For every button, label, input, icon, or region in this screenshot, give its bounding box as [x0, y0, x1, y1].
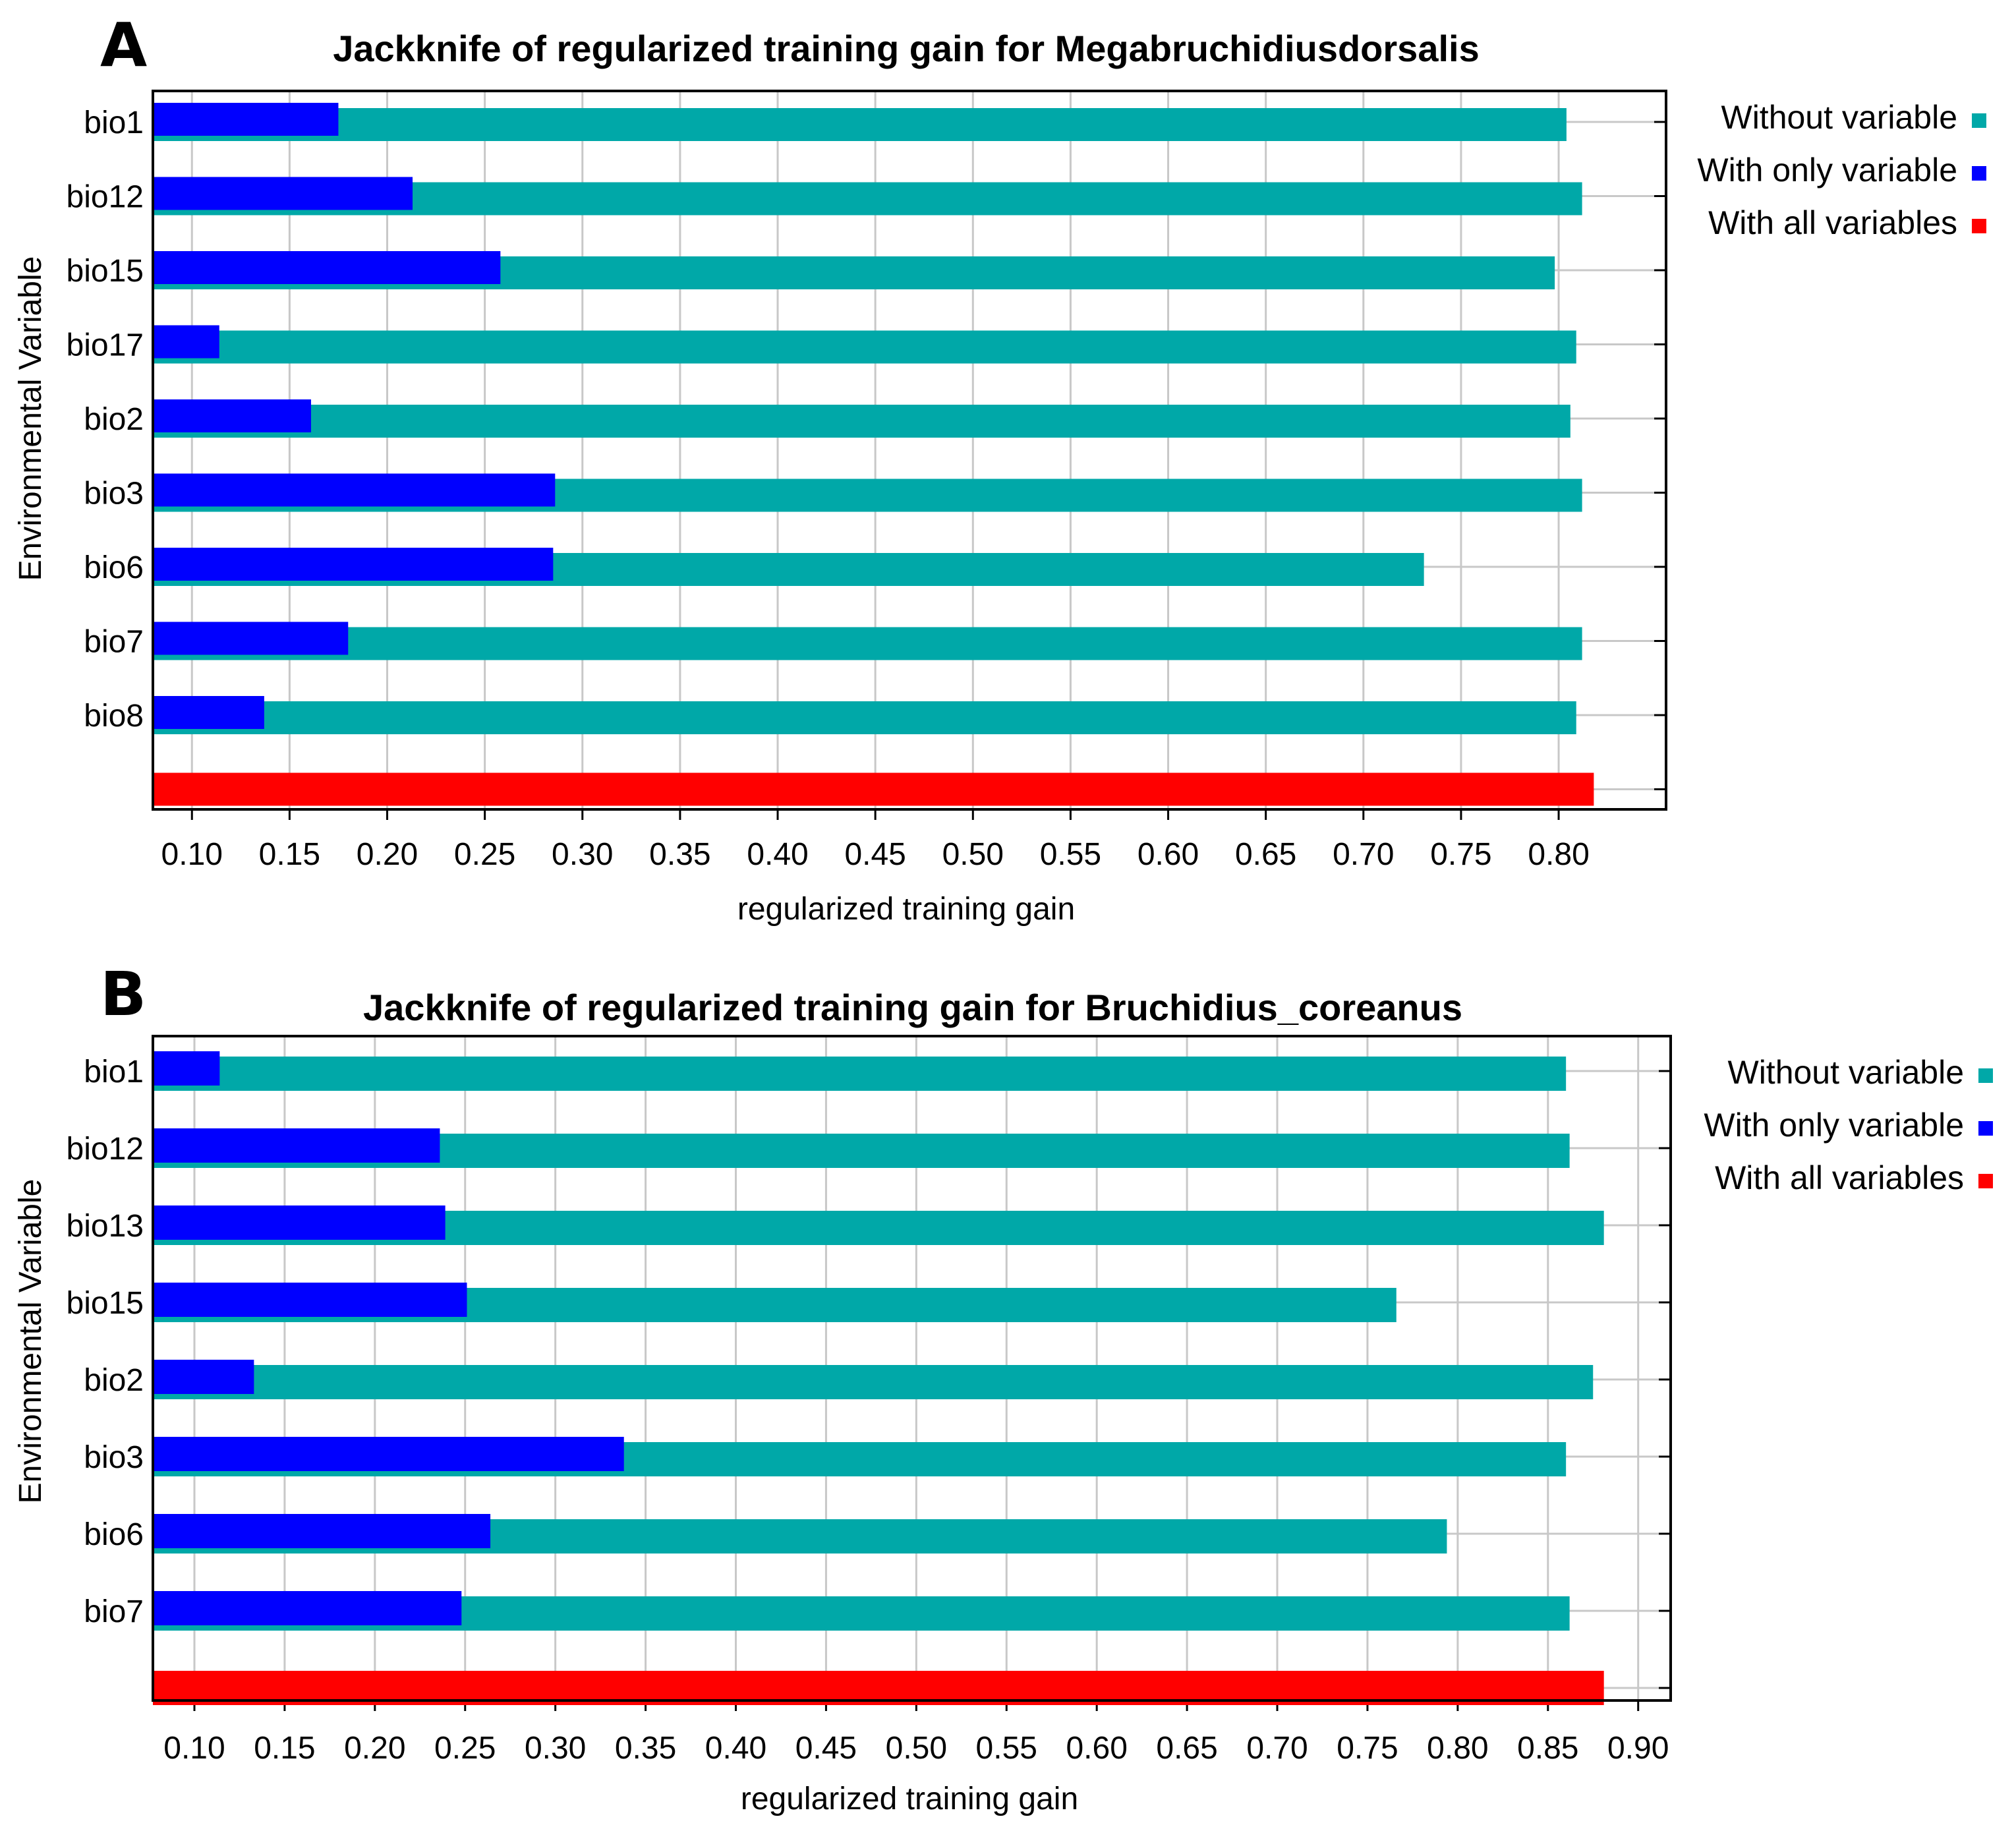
- y-tick-label: bio2: [84, 1363, 144, 1398]
- bar-only-bio6: [153, 548, 554, 581]
- bar-only-bio7: [153, 622, 349, 655]
- x-tick-label: 0.60: [1138, 837, 1199, 872]
- legend-label-all-a: With all variables: [1708, 204, 1957, 241]
- chart-title-a: Jackknife of regularized training gain f…: [333, 28, 1479, 69]
- bar-without-bio7: [153, 627, 1582, 660]
- y-tick-label: bio7: [84, 625, 144, 660]
- y-tick-label: bio3: [84, 477, 144, 511]
- legend-label-only-a: With only variable: [1697, 152, 1957, 189]
- bar-only-bio6: [153, 1514, 491, 1548]
- legend-swatch-only: [1978, 1121, 1993, 1136]
- x-tick-label: 0.20: [357, 837, 418, 872]
- panel-letter-b: B: [100, 959, 146, 1030]
- y-tick-label: bio15: [67, 1286, 144, 1321]
- legend-label-all-b: With all variables: [1715, 1159, 1964, 1196]
- bar-only-bio3: [153, 473, 556, 507]
- plot-frame: [152, 1035, 1672, 1702]
- x-tick-label: 0.15: [259, 837, 320, 872]
- x-tick-label: 0.20: [344, 1731, 405, 1766]
- x-tick-label: 0.75: [1337, 1731, 1398, 1766]
- x-tick-label: 0.30: [525, 1731, 586, 1766]
- x-axis-label-b: regularized training gain: [741, 1782, 1078, 1816]
- bar-only-bio7: [153, 1591, 462, 1625]
- bar-only-bio15: [153, 1283, 467, 1317]
- legend-swatch-only: [1972, 166, 1986, 181]
- bar-only-bio12: [153, 177, 413, 210]
- y-axis-label-a: Environmental Variable: [13, 256, 48, 581]
- legend-label-without-a: Without variable: [1721, 99, 1958, 136]
- x-tick-label: 0.80: [1528, 837, 1589, 872]
- y-tick-label: bio7: [84, 1594, 144, 1629]
- x-tick-label: 0.30: [552, 837, 613, 872]
- y-axis-label-b: Environmental Variable: [13, 1179, 48, 1504]
- plot-area-b: 0.10 0.15 0.20 0.25 0.30 0.35 0.40 0.45 0.50 0.55…: [67, 1035, 1993, 1766]
- y-tick-label: bio17: [67, 328, 144, 363]
- legend-swatch-all: [1978, 1174, 1993, 1188]
- bar-only-bio2: [153, 399, 311, 432]
- y-tick-label: bio6: [84, 1517, 144, 1552]
- x-tick-label: 0.25: [454, 837, 515, 872]
- bar-without-bio1: [153, 108, 1567, 141]
- y-tick-label: bio3: [84, 1440, 144, 1475]
- chart-title-b: Jackknife of regularized training gain f…: [363, 987, 1462, 1028]
- bar-only-bio12: [153, 1128, 440, 1163]
- bar-only-bio15: [153, 251, 501, 284]
- x-tick-label: 0.10: [163, 1731, 225, 1766]
- bar-only-bio2: [153, 1360, 254, 1394]
- plot-frame: [152, 90, 1667, 811]
- x-tick-label: 0.50: [942, 837, 1004, 872]
- x-tick-label: 0.15: [254, 1731, 315, 1766]
- bar-only-bio13: [153, 1205, 446, 1240]
- legend-swatch-without: [1978, 1068, 1993, 1083]
- legend-label-without-b: Without variable: [1728, 1054, 1965, 1091]
- bar-only-bio3: [153, 1437, 624, 1471]
- bar-only-bio8: [153, 696, 264, 729]
- x-tick-label: 0.40: [747, 837, 808, 872]
- x-tick-label: 0.75: [1430, 837, 1491, 872]
- x-tick-label: 0.80: [1427, 1731, 1488, 1766]
- x-tick-label: 0.65: [1156, 1731, 1217, 1766]
- x-tick-label: 0.25: [434, 1731, 496, 1766]
- panel-letter-a: A: [100, 10, 147, 80]
- bar-without-bio17: [153, 330, 1576, 364]
- x-tick-label: 0.55: [976, 1731, 1037, 1766]
- x-tick-label: 0.10: [161, 837, 223, 872]
- x-axis-label-a: regularized training gain: [737, 892, 1075, 927]
- bar-without-bio1: [153, 1057, 1567, 1091]
- x-tick-label: 0.45: [795, 1731, 857, 1766]
- bar-without-bio2: [153, 1365, 1594, 1399]
- y-tick-label: bio12: [67, 1132, 144, 1167]
- y-tick-label: bio8: [84, 699, 144, 734]
- plot-area-a: 0.10 0.15 0.20 0.25 0.30 0.35 0.40 0.45 0.50 0.55…: [67, 90, 1986, 872]
- y-tick-label: bio15: [67, 254, 144, 289]
- y-tick-label: bio2: [84, 402, 144, 437]
- bar-only-bio1: [153, 103, 339, 136]
- bar-without-bio2: [153, 405, 1570, 438]
- bar-only-bio1: [153, 1051, 220, 1086]
- y-tick-label: bio6: [84, 550, 144, 585]
- x-tick-label: 0.60: [1066, 1731, 1127, 1766]
- x-tick-label: 0.70: [1246, 1731, 1308, 1766]
- x-tick-label: 0.70: [1333, 837, 1394, 872]
- x-tick-label: 0.50: [886, 1731, 947, 1766]
- x-tick-label: 0.35: [615, 1731, 676, 1766]
- y-tick-label: bio1: [84, 105, 144, 140]
- x-tick-label: 0.35: [649, 837, 710, 872]
- x-tick-label: 0.45: [844, 837, 906, 872]
- bar-all-variables: [153, 772, 1594, 806]
- x-tick-label: 0.65: [1235, 837, 1296, 872]
- legend-swatch-all: [1972, 219, 1986, 233]
- y-tick-label: bio13: [67, 1209, 144, 1244]
- bar-only-bio17: [153, 325, 219, 359]
- y-tick-label: bio1: [84, 1055, 144, 1089]
- x-tick-label: 0.85: [1517, 1731, 1578, 1766]
- legend-swatch-without: [1972, 113, 1986, 128]
- bar-without-bio8: [153, 701, 1576, 734]
- x-tick-label: 0.55: [1040, 837, 1101, 872]
- x-tick-label: 0.40: [705, 1731, 766, 1766]
- legend-label-only-b: With only variable: [1704, 1107, 1964, 1144]
- y-tick-label: bio12: [67, 180, 144, 215]
- x-tick-label: 0.90: [1607, 1731, 1669, 1766]
